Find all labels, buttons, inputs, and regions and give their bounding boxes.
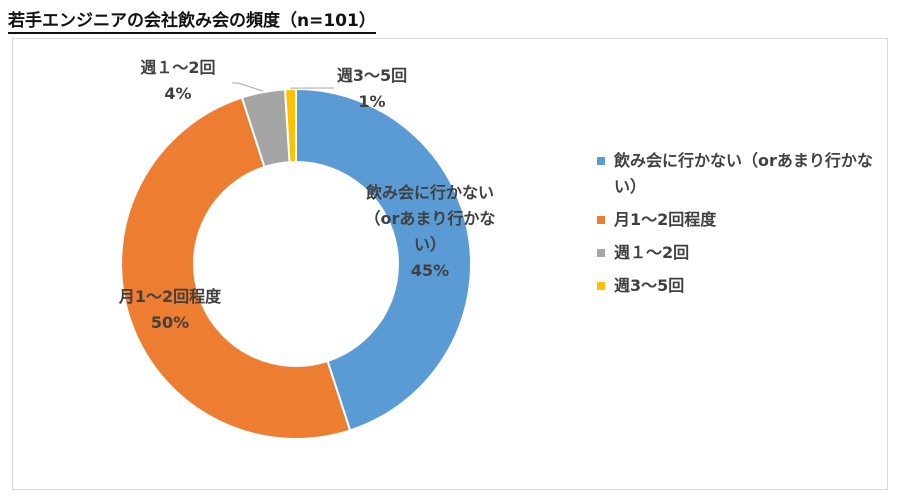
data-label-value: 1% [358,92,386,111]
data-label-text: 週１～2回 [140,58,216,77]
legend-swatch [597,282,605,290]
data-label-weekly-3-5: 週3～5回 1% [322,63,422,115]
slice-no-drinking[interactable] [295,87,472,432]
leader-line-weekly-1-2 [232,82,264,92]
data-label-weekly-1-2: 週１～2回 4% [128,55,228,107]
legend-item-weekly-1-2[interactable]: 週１～2回 [597,240,882,266]
legend-item-no-drinking[interactable]: 飲み会に行かない（orあまり行かない） [597,148,882,200]
slice-monthly[interactable] [120,96,352,440]
data-label-text: い） [413,235,446,254]
data-label-text: 月1～2回程度 [118,287,222,306]
legend-swatch [597,157,605,165]
data-label-text: 飲み会に行かない [365,183,494,202]
legend-label: 飲み会に行かない（orあまり行かない） [614,151,873,196]
legend-label: 週１～2回 [614,243,690,262]
legend-label: 月1～2回程度 [614,210,717,229]
legend-label: 週3～5回 [614,276,685,295]
data-label-text: （orあまり行かな [364,209,496,228]
legend-swatch [597,216,605,224]
chart-legend: 飲み会に行かない（orあまり行かない） 月1～2回程度 週１～2回 週3～5回 [597,148,882,299]
legend-swatch [597,249,605,257]
legend-item-monthly[interactable]: 月1～2回程度 [597,207,882,233]
data-label-value: 45% [410,261,450,280]
data-label-text: 週3～5回 [336,66,408,85]
data-label-monthly: 月1～2回程度 50% [100,284,240,336]
legend-item-weekly-3-5[interactable]: 週3～5回 [597,273,882,299]
slice-weekly-3-5[interactable] [283,87,297,164]
data-label-no-drinking: 飲み会に行かない （orあまり行かな い） 45% [350,180,510,284]
chart-title: 若手エンジニアの会社飲み会の頻度（n=101） [8,6,376,34]
data-label-value: 50% [150,313,190,332]
data-label-value: 4% [164,84,192,103]
